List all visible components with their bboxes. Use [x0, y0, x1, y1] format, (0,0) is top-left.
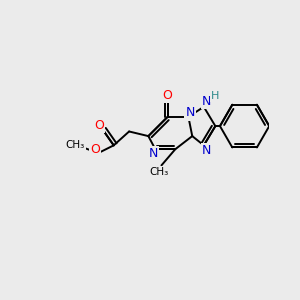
Text: N: N: [202, 95, 212, 108]
Text: CH₃: CH₃: [149, 167, 169, 176]
Text: H: H: [210, 91, 219, 101]
Text: N: N: [148, 147, 158, 160]
Text: O: O: [163, 89, 172, 102]
Text: CH₃: CH₃: [66, 140, 85, 150]
Text: N: N: [202, 144, 212, 157]
Text: N: N: [185, 106, 195, 119]
Text: O: O: [94, 119, 104, 132]
Text: O: O: [90, 143, 100, 156]
